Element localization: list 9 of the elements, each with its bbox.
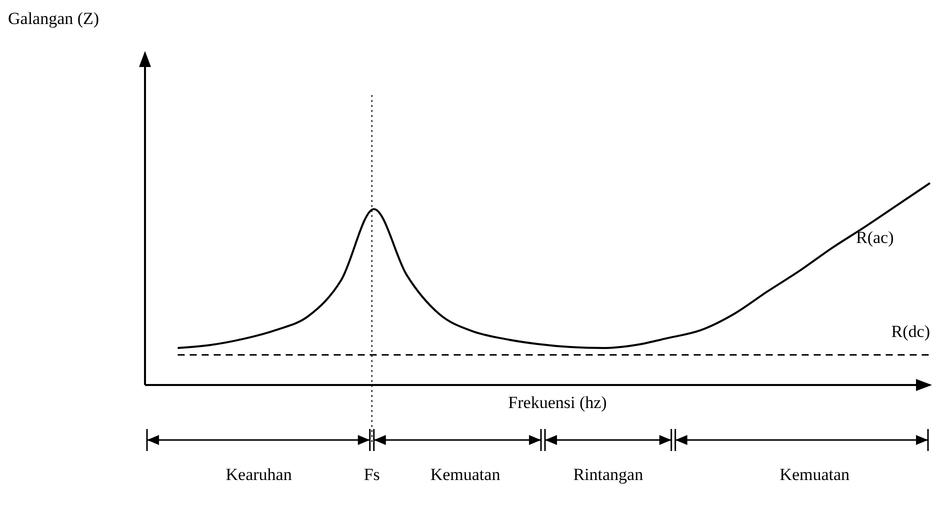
series-label: R(ac): [856, 228, 894, 248]
text: Fs: [364, 465, 380, 484]
series-label: R(dc): [891, 322, 930, 341]
text: Rintangan: [573, 465, 644, 484]
text: Galangan (Z): [8, 9, 100, 28]
text: Kearuhan: [226, 465, 292, 484]
text: Kemuatan: [780, 465, 850, 484]
x-axis-title: Frekuensi (hz): [508, 393, 607, 412]
text: Kemuatan: [430, 465, 501, 484]
